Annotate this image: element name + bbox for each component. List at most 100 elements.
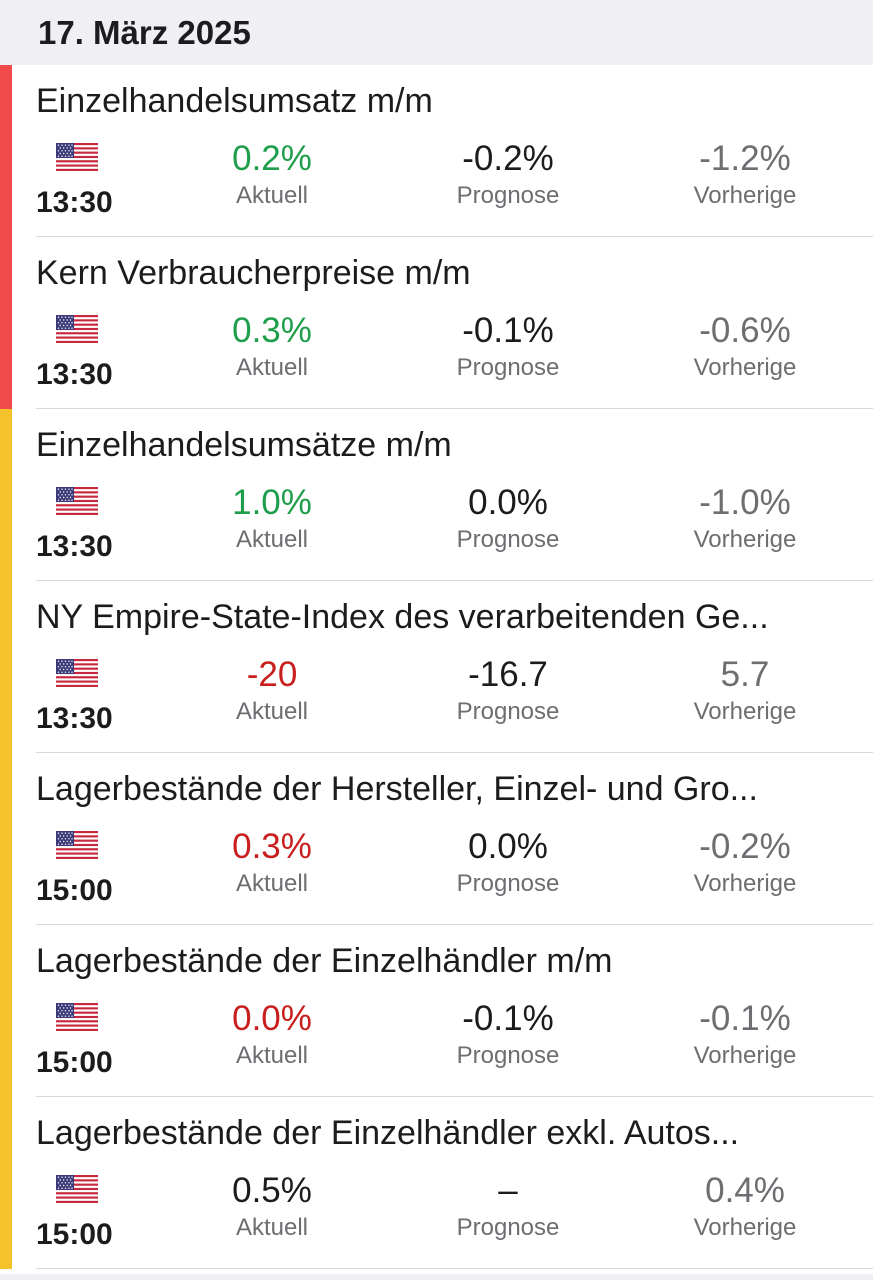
previous-label: Vorherige bbox=[693, 526, 797, 553]
impact-bar bbox=[0, 925, 12, 1097]
us-flag-icon bbox=[56, 1175, 98, 1203]
event-time: 15:00 bbox=[36, 1046, 113, 1079]
forecast-column: – Prognose bbox=[388, 1170, 628, 1243]
previous-value: -0.6% bbox=[699, 311, 791, 350]
previous-value: -0.2% bbox=[699, 827, 791, 866]
previous-value: 0.4% bbox=[705, 1171, 785, 1210]
forecast-column: 0.0% Prognose bbox=[388, 826, 628, 899]
actual-label: Aktuell bbox=[235, 182, 309, 209]
forecast-value: -0.1% bbox=[462, 311, 554, 350]
actual-column: 0.2% Aktuell bbox=[152, 138, 392, 211]
previous-label: Vorherige bbox=[693, 1214, 797, 1241]
us-flag-icon bbox=[56, 659, 98, 687]
event-time: 13:30 bbox=[36, 186, 113, 219]
previous-column: 0.4% Vorherige bbox=[625, 1170, 865, 1243]
actual-column: 1.0% Aktuell bbox=[152, 482, 392, 555]
forecast-value: -0.2% bbox=[462, 139, 554, 178]
impact-bar bbox=[0, 753, 12, 925]
us-flag-icon bbox=[56, 315, 98, 343]
previous-label: Vorherige bbox=[693, 1042, 797, 1069]
event-row[interactable]: Einzelhandelsumsätze m/m 13:30 1.0% Aktu… bbox=[0, 409, 873, 581]
forecast-label: Prognose bbox=[456, 354, 560, 381]
forecast-label: Prognose bbox=[456, 1214, 560, 1241]
forecast-value: -16.7 bbox=[468, 655, 548, 694]
forecast-value: 0.0% bbox=[468, 483, 548, 522]
row-divider bbox=[36, 236, 873, 237]
row-divider bbox=[36, 924, 873, 925]
previous-label: Vorherige bbox=[693, 698, 797, 725]
forecast-label: Prognose bbox=[456, 698, 560, 725]
previous-value: 5.7 bbox=[720, 655, 770, 694]
row-divider bbox=[36, 1096, 873, 1097]
event-row[interactable]: Lagerbestände der Einzelhändler exkl. Au… bbox=[0, 1097, 873, 1269]
actual-value: 0.3% bbox=[232, 827, 312, 866]
event-row[interactable]: Einzelhandelsumsatz m/m 13:30 0.2% Aktue… bbox=[0, 65, 873, 237]
event-row[interactable]: Kern Verbraucherpreise m/m 13:30 0.3% Ak… bbox=[0, 237, 873, 409]
event-title: Lagerbestände der Einzelhändler m/m bbox=[36, 942, 613, 980]
actual-column: 0.3% Aktuell bbox=[152, 310, 392, 383]
actual-value: 0.3% bbox=[232, 311, 312, 350]
actual-column: 0.3% Aktuell bbox=[152, 826, 392, 899]
actual-label: Aktuell bbox=[235, 354, 309, 381]
row-divider bbox=[36, 1268, 873, 1269]
row-divider bbox=[36, 580, 873, 581]
previous-value: -0.1% bbox=[699, 999, 791, 1038]
forecast-column: -16.7 Prognose bbox=[388, 654, 628, 727]
forecast-label: Prognose bbox=[456, 182, 560, 209]
actual-value: 0.5% bbox=[232, 1171, 312, 1210]
actual-value: -20 bbox=[246, 655, 298, 694]
actual-label: Aktuell bbox=[235, 698, 309, 725]
event-title: NY Empire-State-Index des verarbeitenden… bbox=[36, 598, 769, 636]
forecast-column: -0.2% Prognose bbox=[388, 138, 628, 211]
event-row[interactable]: NY Empire-State-Index des verarbeitenden… bbox=[0, 581, 873, 753]
forecast-label: Prognose bbox=[456, 1042, 560, 1069]
event-time: 13:30 bbox=[36, 702, 113, 735]
actual-label: Aktuell bbox=[235, 526, 309, 553]
event-time: 15:00 bbox=[36, 1218, 113, 1251]
event-time: 13:30 bbox=[36, 358, 113, 391]
us-flag-icon bbox=[56, 1003, 98, 1031]
impact-bar bbox=[0, 237, 12, 409]
actual-label: Aktuell bbox=[235, 1214, 309, 1241]
previous-label: Vorherige bbox=[693, 182, 797, 209]
event-title: Einzelhandelsumsätze m/m bbox=[36, 426, 452, 464]
actual-column: -20 Aktuell bbox=[152, 654, 392, 727]
previous-value: -1.2% bbox=[699, 139, 791, 178]
us-flag-icon bbox=[56, 487, 98, 515]
previous-label: Vorherige bbox=[693, 354, 797, 381]
actual-column: 0.0% Aktuell bbox=[152, 998, 392, 1071]
impact-bar bbox=[0, 65, 12, 237]
date-header: 17. März 2025 bbox=[0, 0, 873, 65]
actual-value: 0.2% bbox=[232, 139, 312, 178]
forecast-value: -0.1% bbox=[462, 999, 554, 1038]
date-header-text: 17. März 2025 bbox=[38, 13, 251, 51]
us-flag-icon bbox=[56, 831, 98, 859]
actual-column: 0.5% Aktuell bbox=[152, 1170, 392, 1243]
row-divider bbox=[36, 408, 873, 409]
previous-column: -1.0% Vorherige bbox=[625, 482, 865, 555]
event-time: 15:00 bbox=[36, 874, 113, 907]
event-title: Lagerbestände der Hersteller, Einzel- un… bbox=[36, 770, 758, 808]
actual-value: 0.0% bbox=[232, 999, 312, 1038]
event-title: Kern Verbraucherpreise m/m bbox=[36, 254, 471, 292]
forecast-value: 0.0% bbox=[468, 827, 548, 866]
event-row[interactable]: Lagerbestände der Hersteller, Einzel- un… bbox=[0, 753, 873, 925]
impact-bar bbox=[0, 409, 12, 581]
actual-label: Aktuell bbox=[235, 870, 309, 897]
impact-bar bbox=[0, 581, 12, 753]
bottom-strip bbox=[0, 1274, 873, 1280]
row-divider bbox=[36, 752, 873, 753]
event-row[interactable]: Lagerbestände der Einzelhändler m/m 15:0… bbox=[0, 925, 873, 1097]
forecast-column: 0.0% Prognose bbox=[388, 482, 628, 555]
previous-column: -0.2% Vorherige bbox=[625, 826, 865, 899]
forecast-label: Prognose bbox=[456, 526, 560, 553]
event-title: Einzelhandelsumsatz m/m bbox=[36, 82, 433, 120]
forecast-value: – bbox=[498, 1171, 518, 1210]
previous-column: -1.2% Vorherige bbox=[625, 138, 865, 211]
actual-label: Aktuell bbox=[235, 1042, 309, 1069]
previous-column: -0.6% Vorherige bbox=[625, 310, 865, 383]
event-title: Lagerbestände der Einzelhändler exkl. Au… bbox=[36, 1114, 740, 1152]
event-list: Einzelhandelsumsatz m/m 13:30 0.2% Aktue… bbox=[0, 65, 873, 1269]
previous-label: Vorherige bbox=[693, 870, 797, 897]
